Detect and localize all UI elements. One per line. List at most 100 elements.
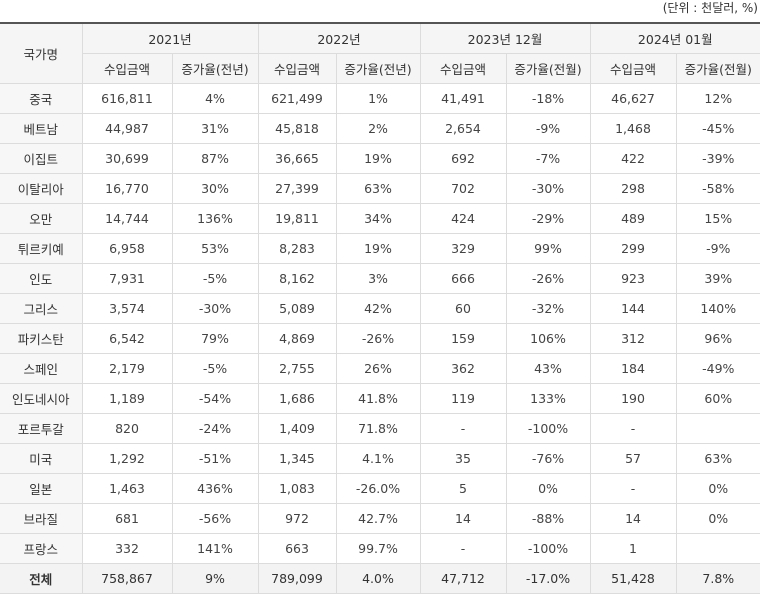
total-cell: 47,712 <box>419 563 507 594</box>
cell: 1 <box>589 533 677 564</box>
cell: -18% <box>505 83 591 114</box>
cell: -5% <box>171 353 259 384</box>
data-row: 파키스탄 6,542 79% 4,869 -26% 159 106% 312 96% <box>0 323 760 354</box>
cell: 4.1% <box>335 443 421 474</box>
cell: 99% <box>505 233 591 264</box>
cell: -51% <box>171 443 259 474</box>
cell: 362 <box>419 353 507 384</box>
data-row: 포르투갈 820 -24% 1,409 71.8% - -100% - <box>0 413 760 444</box>
period-header: 2024년 01월 <box>589 22 760 54</box>
data-row: 프랑스 332 141% 663 99.7% - -100% 1 <box>0 533 760 564</box>
header-row: 국가명 2021년 2022년 2023년 12월 2024년 01월 <box>0 22 760 84</box>
cell: 26% <box>335 353 421 384</box>
cell: 96% <box>675 323 760 354</box>
cell: -24% <box>171 413 259 444</box>
cell: 329 <box>419 233 507 264</box>
cell: -88% <box>505 503 591 534</box>
cell: 45,818 <box>257 113 337 144</box>
cell: 34% <box>335 203 421 234</box>
country: 미국 <box>0 443 83 474</box>
period-header: 2021년 <box>81 22 259 54</box>
cell: 820 <box>81 413 173 444</box>
cell: 43% <box>505 353 591 384</box>
country: 포르투갈 <box>0 413 83 444</box>
cell: 79% <box>171 323 259 354</box>
cell: -9% <box>675 233 760 264</box>
cell: 972 <box>257 503 337 534</box>
cell: 60 <box>419 293 507 324</box>
unit-note: (단위 : 천달러, %) <box>662 1 758 15</box>
total-cell: 758,867 <box>81 563 173 594</box>
cell: 6,542 <box>81 323 173 354</box>
data-row: 미국 1,292 -51% 1,345 4.1% 35 -76% 57 63% <box>0 443 760 474</box>
column-header: 수입금액 <box>257 53 337 84</box>
cell: 16,770 <box>81 173 173 204</box>
cell: 4,869 <box>257 323 337 354</box>
country: 인도네시아 <box>0 383 83 414</box>
data-row: 오만 14,744 136% 19,811 34% 424 -29% 489 15% <box>0 203 760 234</box>
cell: 299 <box>589 233 677 264</box>
cell: 19% <box>335 143 421 174</box>
data-row: 베트남 44,987 31% 45,818 2% 2,654 -9% 1,468 -45% <box>0 113 760 144</box>
cell: 57 <box>589 443 677 474</box>
cell: 71.8% <box>335 413 421 444</box>
cell: - <box>589 413 677 444</box>
cell: 19,811 <box>257 203 337 234</box>
cell: 2,755 <box>257 353 337 384</box>
table-header: 국가명 2021년 2022년 2023년 12월 2024년 01월 수입금액 증가율(전… <box>0 22 760 84</box>
total-label: 전체 <box>0 563 83 594</box>
cell: 12% <box>675 83 760 114</box>
cell: 6,958 <box>81 233 173 264</box>
cell: 87% <box>171 143 259 174</box>
cell: 621,499 <box>257 83 337 114</box>
cell: -26% <box>335 323 421 354</box>
cell: 42% <box>335 293 421 324</box>
table-body: 중국 616,811 4% 621,499 1% 41,491 -18% 46,627 12% 베… <box>0 83 760 594</box>
country: 스페인 <box>0 353 83 384</box>
country: 중국 <box>0 83 83 114</box>
cell: -39% <box>675 143 760 174</box>
cell: 0% <box>505 473 591 504</box>
country: 브라질 <box>0 503 83 534</box>
cell: 0% <box>675 473 760 504</box>
cell: 41,491 <box>419 83 507 114</box>
cell: 60% <box>675 383 760 414</box>
data-row: 브라질 681 -56% 972 42.7% 14 -88% 14 0% <box>0 503 760 534</box>
data-row: 이탈리아 16,770 30% 27,399 63% 702 -30% 298 -58% <box>0 173 760 204</box>
cell: -29% <box>505 203 591 234</box>
total-cell: 7.8% <box>675 563 760 594</box>
data-row: 그리스 3,574 -30% 5,089 42% 60 -32% 144 140% <box>0 293 760 324</box>
country: 인도 <box>0 263 83 294</box>
cell: 8,162 <box>257 263 337 294</box>
cell: 159 <box>419 323 507 354</box>
total-row: 전체 758,867 9% 789,099 4.0% 47,712 -17.0% 51,428… <box>0 563 760 594</box>
cell: 0% <box>675 503 760 534</box>
import-table: 국가명 2021년 2022년 2023년 12월 2024년 01월 수입금액 증가율(전… <box>0 22 760 594</box>
data-row: 이집트 30,699 87% 36,665 19% 692 -7% 422 -39% <box>0 143 760 174</box>
cell: 923 <box>589 263 677 294</box>
cell: 1,189 <box>81 383 173 414</box>
column-header: 수입금액 <box>82 53 173 84</box>
country: 이탈리아 <box>0 173 83 204</box>
country: 튀르키예 <box>0 233 83 264</box>
cell: -32% <box>505 293 591 324</box>
column-header: 증가율(전월) <box>675 53 760 84</box>
data-row: 튀르키예 6,958 53% 8,283 19% 329 99% 299 -9% <box>0 233 760 264</box>
cell: 2% <box>335 113 421 144</box>
data-row: 스페인 2,179 -5% 2,755 26% 362 43% 184 -49% <box>0 353 760 384</box>
country: 파키스탄 <box>0 323 83 354</box>
data-row: 인도네시아 1,189 -54% 1,686 41.8% 119 133% 190 60% <box>0 383 760 414</box>
cell: 41.8% <box>335 383 421 414</box>
cell: 39% <box>675 263 760 294</box>
cell: 133% <box>505 383 591 414</box>
cell: 14,744 <box>81 203 173 234</box>
cell: 489 <box>589 203 677 234</box>
cell: -30% <box>505 173 591 204</box>
cell: 63% <box>335 173 421 204</box>
period-header: 2022년 <box>257 22 421 54</box>
country: 일본 <box>0 473 83 504</box>
cell: 2,179 <box>81 353 173 384</box>
country: 오만 <box>0 203 83 234</box>
total-cell: -17.0% <box>505 563 591 594</box>
cell: 616,811 <box>81 83 173 114</box>
